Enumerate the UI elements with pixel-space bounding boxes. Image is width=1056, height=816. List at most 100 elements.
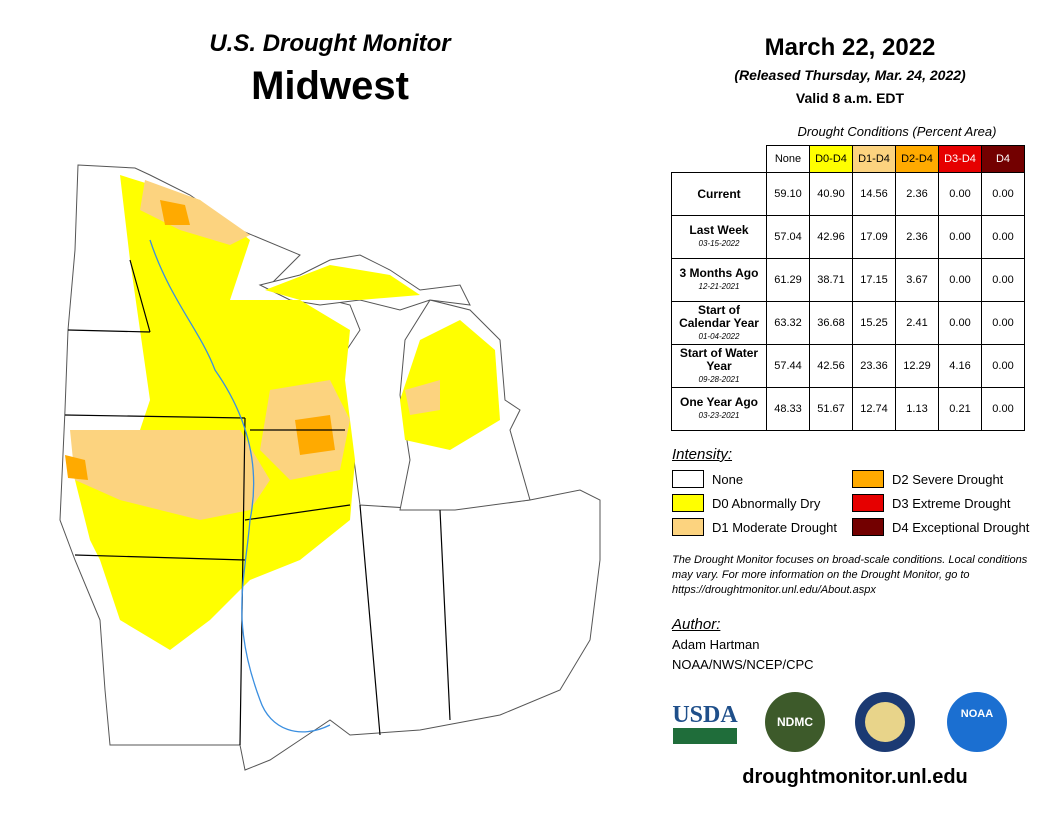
d1-area <box>70 430 270 520</box>
row-label-text: Start of Water Year <box>679 345 759 373</box>
logo-ndmc: NDMC <box>777 715 813 729</box>
cell: 12.29 <box>895 344 939 388</box>
column-header: D2-D4 <box>895 145 939 173</box>
table-row: One Year Ago 03-23-2021 48.33 51.67 12.74 1.1… <box>671 387 1025 431</box>
cell: 1.13 <box>895 387 939 431</box>
cell: 0.00 <box>938 258 982 302</box>
border <box>64 259 451 746</box>
cell: 61.29 <box>766 258 810 302</box>
cell: 14.56 <box>852 172 896 216</box>
rivers <box>149 239 331 733</box>
note: The Drought Monitor focuses on broad-sca… <box>672 554 1028 596</box>
legend-label: D0 Abnormally Dry <box>712 495 821 511</box>
region: Midwest <box>251 64 409 108</box>
cell: 17.15 <box>852 258 896 302</box>
table-row: Start of Water Year 09-28-2021 57.44 42.56 2… <box>671 344 1025 388</box>
row-label-text: Last Week <box>689 223 749 237</box>
row-label-text: Start of Calendar Year <box>679 302 759 330</box>
row-label-text: Current <box>697 186 741 201</box>
cell: 36.68 <box>809 301 853 345</box>
d1-area <box>140 180 250 245</box>
legend-swatch <box>852 518 884 536</box>
map <box>59 164 601 771</box>
cell: 48.33 <box>766 387 810 431</box>
table-row: Current 59.10 40.90 14.56 2.36 0.00 0.00 <box>671 172 1025 216</box>
conditions-table: None D0-D4 D1-D4 D2-D4 D3-D4 D4 Current 59.10 40… <box>671 145 1025 431</box>
header-row: None D0-D4 D1-D4 D2-D4 D3-D4 D4 <box>672 145 1025 173</box>
valid: Valid 8 a.m. EDT <box>795 90 905 106</box>
legend-label: D3 Extreme Drought <box>892 495 1011 511</box>
cell: 2.36 <box>895 172 939 216</box>
column-header: D4 <box>981 145 1025 173</box>
cell: 4.16 <box>938 344 982 388</box>
row-label-text: 3 Months Ago <box>679 266 759 280</box>
title: U.S. Drought Monitor <box>209 30 451 57</box>
usda-bar <box>673 728 737 744</box>
logo-usda: USDA <box>672 702 738 728</box>
date: March 22, 2022 <box>764 34 936 61</box>
cell: 0.00 <box>981 215 1025 259</box>
column-header: D0-D4 <box>809 145 853 173</box>
cell: 0.00 <box>981 301 1025 345</box>
cell: 57.04 <box>766 215 810 259</box>
d0-area <box>400 320 500 450</box>
table-row: 3 Months Ago 12-21-2021 61.29 38.71 17.15 3.6… <box>671 258 1025 302</box>
drought-areas <box>65 175 500 650</box>
website: droughtmonitor.unl.edu <box>742 766 968 788</box>
cell: 57.44 <box>766 344 810 388</box>
cell: 0.00 <box>981 172 1025 216</box>
column-header: D3-D4 <box>938 145 982 173</box>
cell: 51.67 <box>809 387 853 431</box>
author-org: NOAA/NWS/NCEP/CPC <box>672 657 814 672</box>
legend-label: None <box>712 471 744 487</box>
legend-item: D4 Exceptional Drought <box>852 518 1029 536</box>
cell: 3.67 <box>895 258 939 302</box>
legend-item: None <box>672 470 743 488</box>
column-header: D1-D4 <box>852 145 896 173</box>
d0-area <box>265 265 420 300</box>
column-header: None <box>766 145 810 173</box>
corner <box>672 146 767 173</box>
cell: 38.71 <box>809 258 853 302</box>
legend-label: D1 Moderate Drought <box>712 519 838 535</box>
river <box>149 239 331 733</box>
ndmc-circle <box>765 692 825 752</box>
legend-title: Intensity: <box>672 446 733 463</box>
d2-area <box>295 415 335 455</box>
cell: 0.21 <box>938 387 982 431</box>
cell: 63.32 <box>766 301 810 345</box>
cell: 0.00 <box>938 215 982 259</box>
cell: 2.41 <box>895 301 939 345</box>
d2-area <box>65 455 88 480</box>
row-label: Start of Calendar Year 01-04-2022 <box>671 301 767 345</box>
row-date: 03-23-2021 <box>698 411 740 420</box>
cell: 23.36 <box>852 344 896 388</box>
table-row: Last Week 03-15-2022 57.04 42.96 17.09 2.36 0.… <box>671 215 1025 259</box>
row-label: 3 Months Ago 12-21-2021 <box>671 258 767 302</box>
doc-inner <box>865 702 905 742</box>
logo-noaa: NOAA <box>961 708 993 720</box>
legend-swatch <box>672 470 704 488</box>
legend-item: D2 Severe Drought <box>852 470 1003 488</box>
legend-label: D4 Exceptional Drought <box>892 519 1030 535</box>
author-heading: Author: <box>672 616 721 633</box>
released: (Released Thursday, Mar. 24, 2022) <box>734 67 966 83</box>
row-label-text: One Year Ago <box>679 395 759 409</box>
cell: 0.00 <box>981 258 1025 302</box>
cell: 0.00 <box>981 344 1025 388</box>
legend-swatch <box>852 494 884 512</box>
table-row: Start of Calendar Year 01-04-2022 63.32 36.… <box>671 301 1025 345</box>
legend-swatch <box>672 518 704 536</box>
d1-area <box>405 380 440 415</box>
row-label: One Year Ago 03-23-2021 <box>671 387 767 431</box>
row-label: Current <box>671 172 767 216</box>
cell: 42.56 <box>809 344 853 388</box>
row-date: 09-28-2021 <box>698 374 740 384</box>
table-caption: Drought Conditions (Percent Area) <box>797 124 997 139</box>
legend-swatch <box>672 494 704 512</box>
legend-swatch <box>852 470 884 488</box>
row-label: Last Week 03-15-2022 <box>671 215 767 259</box>
cell: 42.96 <box>809 215 853 259</box>
